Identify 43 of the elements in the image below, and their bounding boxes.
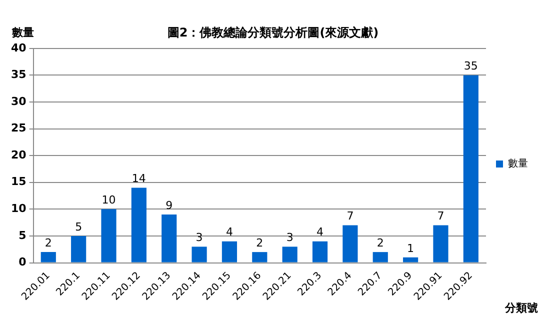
bar — [312, 241, 328, 262]
data-label: 2 — [376, 236, 384, 250]
bar — [71, 236, 86, 262]
bar — [463, 75, 478, 262]
bar — [222, 241, 238, 262]
y-tick-label: 10 — [10, 202, 27, 216]
y-tick-label: 40 — [10, 41, 27, 54]
bar — [403, 257, 418, 262]
data-label: 4 — [226, 226, 233, 239]
y-tick-label: 35 — [10, 68, 26, 82]
bar — [433, 225, 448, 262]
y-tick-label: 20 — [10, 148, 27, 162]
legend-label: 數量 — [508, 158, 528, 170]
data-label: 9 — [166, 198, 173, 212]
bar — [40, 252, 56, 262]
data-label: 2 — [256, 236, 264, 250]
bar — [131, 188, 146, 262]
y-axis-title: 數量 — [11, 26, 34, 39]
bar — [252, 252, 268, 262]
bar — [342, 225, 358, 262]
bar — [282, 246, 298, 262]
data-label: 4 — [316, 226, 324, 239]
y-tick-label: 5 — [18, 228, 26, 242]
data-label: 3 — [286, 231, 294, 244]
bar — [101, 209, 116, 262]
y-tick-label: 30 — [10, 94, 27, 108]
data-label: 1 — [407, 242, 414, 255]
data-label: 5 — [75, 220, 82, 234]
data-label: 7 — [346, 210, 354, 223]
data-label: 3 — [196, 231, 203, 244]
y-tick-label: 0 — [18, 256, 27, 269]
data-label: 2 — [44, 236, 52, 250]
data-label: 14 — [132, 172, 146, 186]
data-label: 10 — [102, 194, 116, 207]
bar — [372, 252, 388, 262]
chart-title: 圖2：佛教總論分類號分析圖(來源文獻) — [167, 25, 379, 40]
y-tick-label: 15 — [10, 175, 26, 188]
x-axis-title: 分類號 — [504, 301, 538, 314]
bar — [162, 214, 177, 262]
y-tick-label: 25 — [10, 122, 26, 135]
data-label: 35 — [464, 60, 478, 73]
data-label: 7 — [437, 210, 444, 223]
bar — [192, 246, 207, 262]
